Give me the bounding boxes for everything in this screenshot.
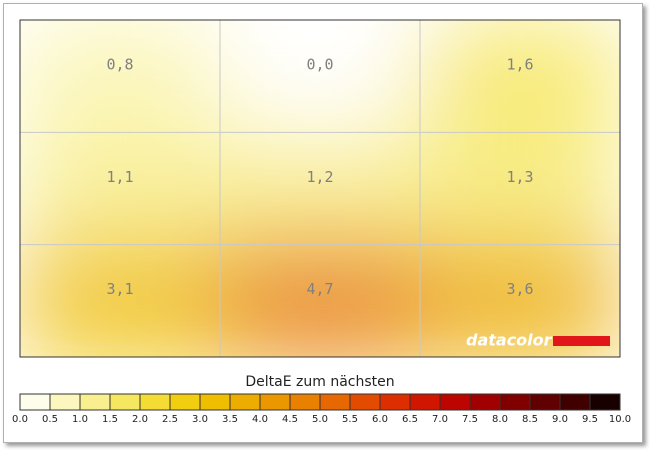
value-label: 0,0	[306, 55, 333, 73]
heatmap-cell	[420, 20, 620, 133]
heatmap-cell	[20, 132, 220, 245]
heatmap-cell	[220, 20, 420, 133]
value-label: 1,2	[306, 168, 333, 186]
colorbar-segment	[20, 394, 50, 410]
colorbar-tick-label: 7.0	[432, 414, 448, 425]
colorbar-segment	[440, 394, 470, 410]
colorbar-tick-label: 0.5	[42, 414, 58, 425]
colorbar-tick-label: 8.0	[492, 414, 508, 425]
colorbar-segment	[380, 394, 410, 410]
colorbar-segment	[260, 394, 290, 410]
colorbar-segment	[170, 394, 200, 410]
colorbar-tick-label: 5.5	[342, 414, 358, 425]
value-label: 1,1	[106, 168, 133, 186]
colorbar-tick-label: 7.5	[462, 414, 478, 425]
heatmap-cell	[220, 244, 420, 357]
colorbar-tick-label: 0.0	[12, 414, 28, 425]
heatmap-cell	[20, 244, 220, 357]
colorbar-segment	[230, 394, 260, 410]
colorbar-segment	[140, 394, 170, 410]
colorbar-tick-label: 6.5	[402, 414, 418, 425]
colorbar-segment	[320, 394, 350, 410]
colorbar-tick-label: 5.0	[312, 414, 328, 425]
colorbar-segment	[80, 394, 110, 410]
value-label: 3,1	[106, 280, 133, 298]
heatmap-field	[20, 20, 620, 357]
colorbar-title: DeltaE zum nächsten	[245, 374, 394, 390]
colorbar-tick-label: 4.5	[282, 414, 298, 425]
colorbar-segment	[530, 394, 560, 410]
colorbar-tick-label: 9.5	[582, 414, 598, 425]
value-label: 3,6	[506, 280, 533, 298]
colorbar-tick-label: 2.5	[162, 414, 178, 425]
colorbar-tick-label: 8.5	[522, 414, 538, 425]
colorbar-tick-label: 3.5	[222, 414, 238, 425]
colorbar-segment	[590, 394, 620, 410]
colorbar-segment	[560, 394, 590, 410]
value-label: 4,7	[306, 280, 333, 298]
plot-border	[19, 19, 621, 358]
colorbar-segment	[350, 394, 380, 410]
overlay: 0,8 0,0 1,6 1,1 1,2 1,3 3,1 4,7 3,6 datacolor	[19, 19, 621, 358]
value-label: 1,3	[506, 168, 533, 186]
colorbar-tick-label: 10.0	[609, 414, 631, 425]
colorbar-tick-label: 1.5	[102, 414, 118, 425]
colorbar-tick-label: 1.0	[72, 414, 88, 425]
colorbar-segment	[290, 394, 320, 410]
colorbar-segment	[470, 394, 500, 410]
colorbar-tick-label: 6.0	[372, 414, 388, 425]
colorbar-segment	[50, 394, 80, 410]
colorbar-segment	[410, 394, 440, 410]
colorbar-tick-label: 2.0	[132, 414, 148, 425]
value-label: 0,8	[106, 55, 133, 73]
logo-bar	[553, 336, 610, 346]
heatmap-cell	[420, 132, 620, 245]
colorbar-tick-label: 9.0	[552, 414, 568, 425]
cells	[20, 20, 620, 357]
logo: datacolor	[466, 331, 553, 350]
colorbar-segment	[500, 394, 530, 410]
colorbar-segment	[110, 394, 140, 410]
heatmap-cell	[220, 132, 420, 245]
colorbar-tick-label: 4.0	[252, 414, 268, 425]
heatmap-cell	[20, 20, 220, 133]
value-label: 1,6	[506, 55, 533, 73]
colorbar-tick-label: 3.0	[192, 414, 208, 425]
colorbar-segment	[200, 394, 230, 410]
